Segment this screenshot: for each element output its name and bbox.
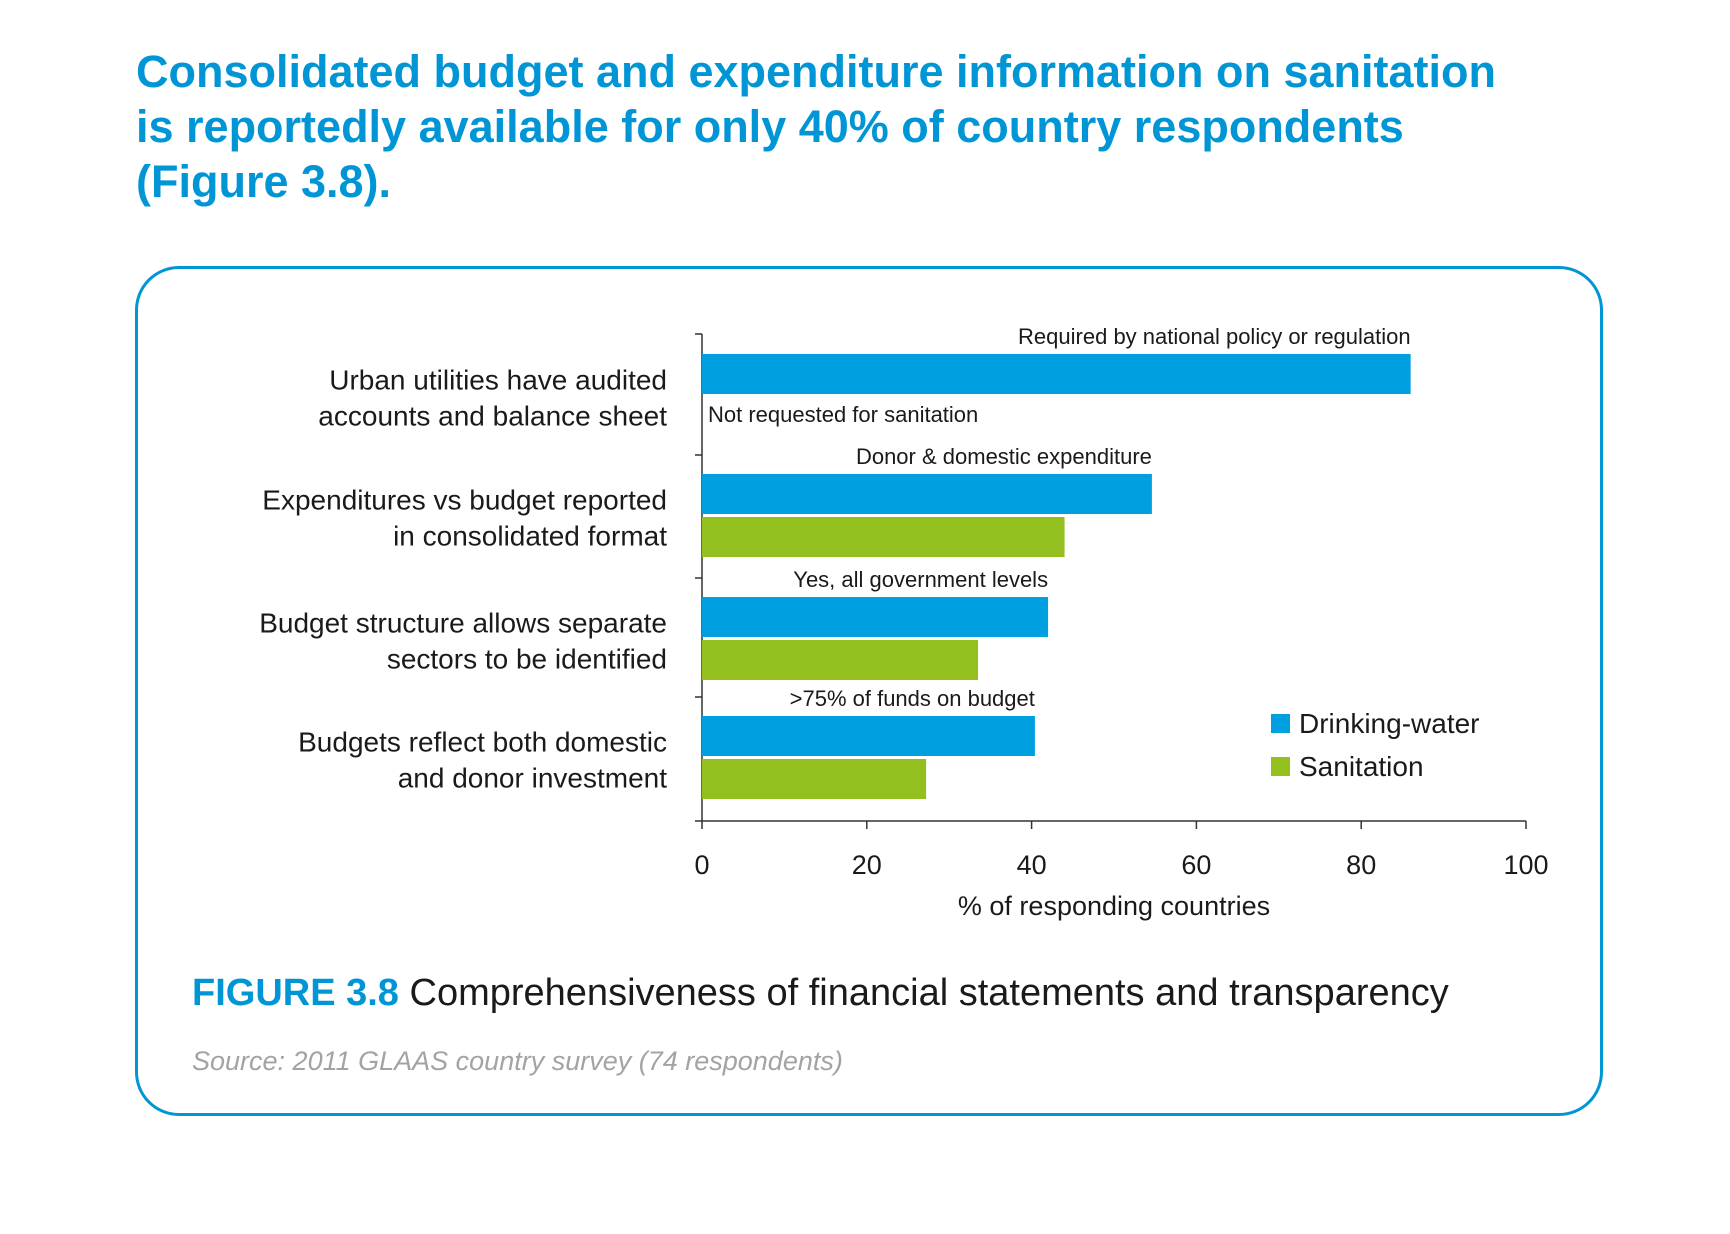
legend-label: Drinking-water bbox=[1299, 708, 1480, 739]
headline: Consolidated budget and expenditure info… bbox=[136, 44, 1636, 209]
x-tick-label: 20 bbox=[852, 850, 882, 880]
bar-annotation-sanitation: Not requested for sanitation bbox=[708, 402, 978, 427]
bar-annotation: >75% of funds on budget bbox=[790, 686, 1035, 711]
bar-annotation: Yes, all government levels bbox=[793, 567, 1048, 592]
figure-source: Source: 2011 GLAAS country survey (74 re… bbox=[192, 1046, 843, 1076]
category-label: in consolidated format bbox=[393, 521, 667, 552]
x-tick-label: 100 bbox=[1503, 850, 1548, 880]
legend-swatch-drinking-water bbox=[1271, 714, 1290, 733]
headline-line-2: is reportedly available for only 40% of … bbox=[136, 101, 1404, 152]
category-label: Budgets reflect both domestic bbox=[298, 727, 667, 758]
category-label: Urban utilities have audited bbox=[329, 365, 667, 396]
category-label: Expenditures vs budget reported bbox=[262, 485, 667, 516]
legend-label: Sanitation bbox=[1299, 751, 1424, 782]
x-tick-label: 40 bbox=[1017, 850, 1047, 880]
bar-sanitation-3 bbox=[702, 759, 927, 799]
category-label: accounts and balance sheet bbox=[318, 401, 667, 432]
headline-line-1: Consolidated budget and expenditure info… bbox=[136, 46, 1497, 97]
bar-sanitation-2 bbox=[702, 640, 979, 680]
bar-drinking-water-3 bbox=[702, 716, 1035, 756]
bar-drinking-water-0 bbox=[702, 354, 1411, 394]
legend-swatch-sanitation bbox=[1271, 757, 1290, 776]
bar-annotation: Donor & domestic expenditure bbox=[856, 444, 1152, 469]
figure-number: FIGURE 3.8 bbox=[192, 972, 399, 1014]
figure-box bbox=[135, 266, 1603, 1116]
figure-title: Comprehensiveness of financial statement… bbox=[409, 972, 1449, 1014]
category-label: Budget structure allows separate bbox=[259, 608, 667, 639]
x-tick-label: 0 bbox=[694, 850, 709, 880]
bar-drinking-water-2 bbox=[702, 597, 1049, 637]
figure-caption: FIGURE 3.8 Comprehensiveness of financia… bbox=[192, 972, 1592, 1015]
category-label: and donor investment bbox=[398, 763, 668, 794]
headline-line-3: (Figure 3.8). bbox=[136, 156, 392, 207]
category-label: sectors to be identified bbox=[387, 644, 667, 675]
bar-sanitation-1 bbox=[702, 517, 1065, 557]
x-tick-label: 60 bbox=[1181, 850, 1211, 880]
x-tick-label: 80 bbox=[1346, 850, 1376, 880]
bar-drinking-water-1 bbox=[702, 474, 1152, 514]
bar-annotation: Required by national policy or regulatio… bbox=[1018, 324, 1411, 349]
x-axis-label: % of responding countries bbox=[958, 891, 1270, 921]
